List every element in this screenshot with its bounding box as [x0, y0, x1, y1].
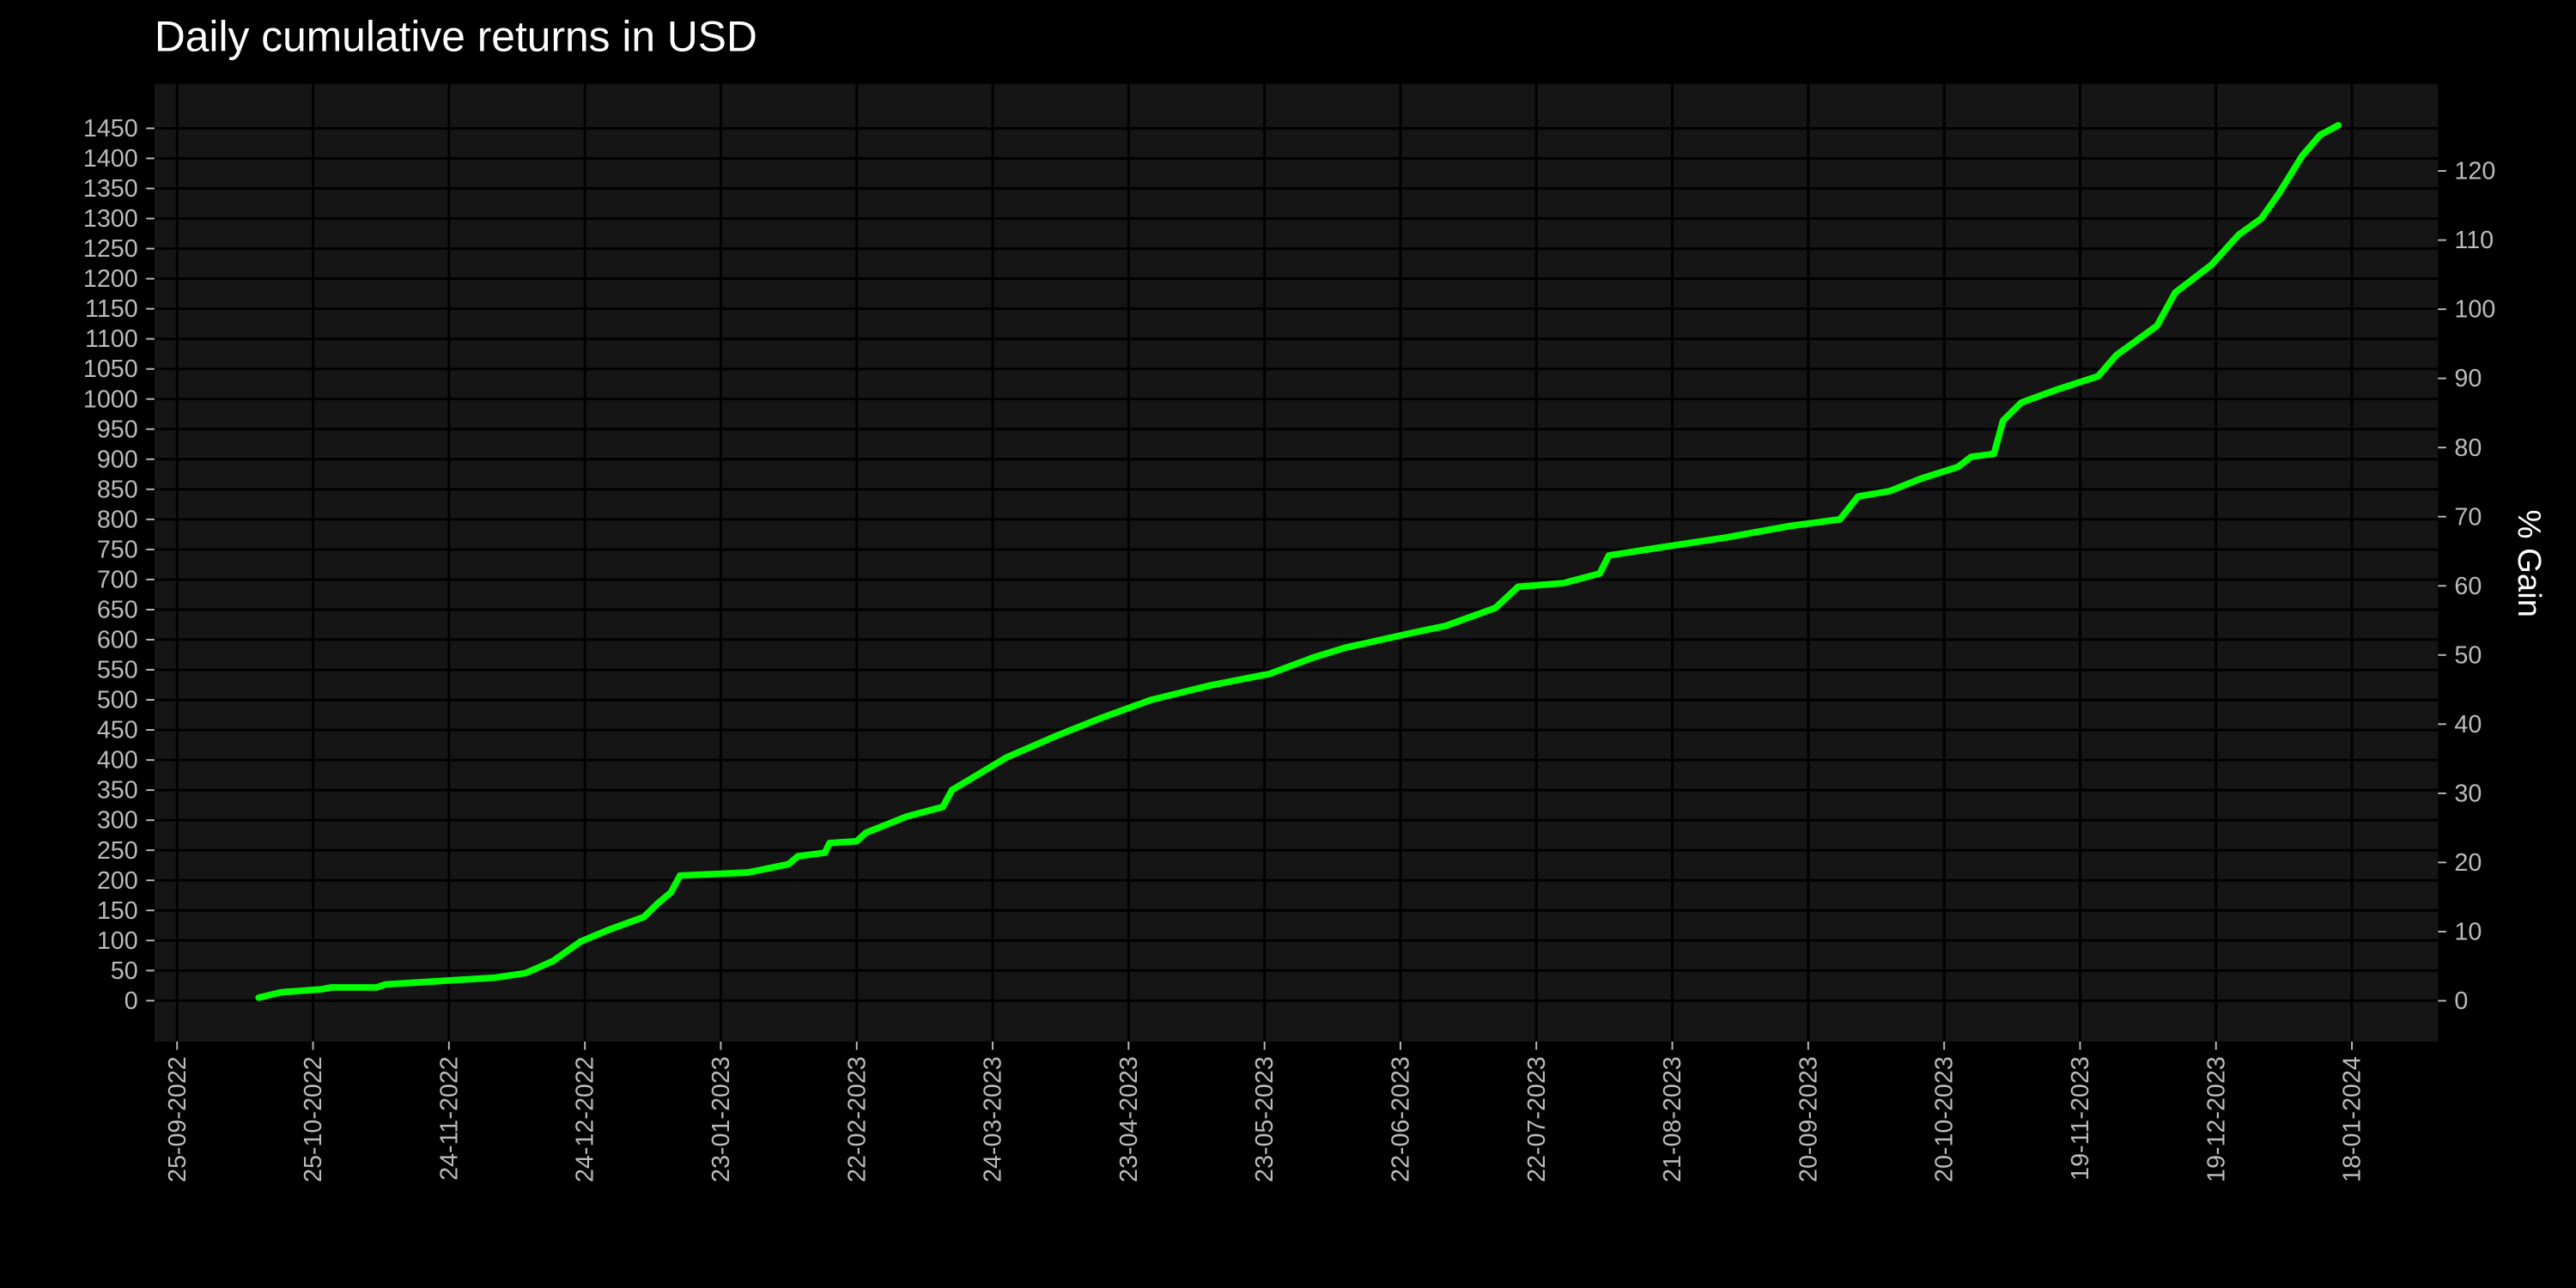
- y-tick-label: 1450: [83, 115, 138, 143]
- y2-tick-label: 90: [2454, 365, 2482, 392]
- y-tick-label: 250: [97, 837, 138, 865]
- x-tick-label: 22-06-2023: [1387, 1056, 1414, 1182]
- x-tick-label: 18-01-2024: [2339, 1056, 2366, 1182]
- x-tick-label: 21-08-2023: [1659, 1056, 1686, 1182]
- y-tick-label: 850: [97, 476, 138, 503]
- x-tick-label: 25-09-2022: [164, 1056, 191, 1182]
- y-tick-label: 1350: [83, 175, 138, 203]
- y-tick-label: 1100: [85, 325, 138, 353]
- y2-tick-label: 10: [2454, 919, 2482, 946]
- y-tick-label: 1300: [83, 205, 138, 233]
- y2-axis-label: % Gain: [2511, 510, 2548, 617]
- y-tick-label: 1400: [83, 145, 138, 173]
- x-tick-label: 23-01-2023: [708, 1056, 735, 1182]
- y-tick-label: 650: [97, 597, 138, 624]
- y-tick-label: 900: [97, 446, 138, 473]
- x-tick-label: 20-10-2023: [1931, 1056, 1959, 1182]
- y-tick-label: 0: [125, 987, 138, 1015]
- y2-tick-label: 120: [2454, 158, 2495, 185]
- x-tick-label: 23-04-2023: [1115, 1056, 1143, 1182]
- x-tick-label: 24-03-2023: [980, 1056, 1007, 1182]
- y-tick-label: 200: [97, 867, 138, 895]
- y2-tick-label: 30: [2454, 780, 2482, 807]
- y-tick-label: 500: [97, 687, 138, 714]
- y2-tick-label: 0: [2454, 987, 2468, 1015]
- y2-tick-label: 110: [2454, 227, 2494, 254]
- y-tick-label: 150: [97, 897, 138, 925]
- x-tick-label: 20-09-2023: [1795, 1056, 1822, 1182]
- y2-tick-label: 60: [2454, 573, 2482, 600]
- y2-tick-label: 50: [2454, 641, 2482, 669]
- x-tick-label: 19-12-2023: [2202, 1056, 2230, 1182]
- x-tick-label: 24-12-2022: [572, 1056, 599, 1182]
- y2-tick-label: 70: [2454, 503, 2482, 531]
- y2-tick-label: 100: [2454, 296, 2495, 324]
- y-tick-label: 950: [97, 416, 138, 443]
- y-tick-label: 400: [97, 747, 138, 775]
- y2-tick-label: 40: [2454, 711, 2482, 738]
- x-tick-label: 19-11-2023: [2067, 1056, 2094, 1181]
- x-tick-label: 24-11-2022: [435, 1056, 463, 1181]
- y-tick-label: 100: [97, 927, 138, 955]
- y-tick-label: 1150: [85, 295, 138, 323]
- y-tick-label: 750: [97, 536, 138, 563]
- y-tick-label: 50: [111, 957, 138, 985]
- y-tick-label: 350: [97, 777, 138, 805]
- y-tick-label: 1000: [83, 386, 138, 413]
- line: [255, 122, 2342, 1001]
- y-tick-label: 800: [97, 506, 138, 533]
- chart-title: Daily cumulative returns in USD: [155, 12, 757, 60]
- x-tick-label: 23-05-2023: [1251, 1056, 1279, 1182]
- y-tick-label: 1200: [83, 265, 138, 293]
- plot-panel: [154, 83, 2439, 1042]
- y-tick-label: 550: [97, 657, 138, 684]
- x-tick-label: 25-10-2022: [300, 1056, 327, 1182]
- y2-tick-label: 20: [2454, 849, 2482, 877]
- y-tick-label: 600: [97, 627, 138, 654]
- y-tick-label: 1050: [83, 355, 138, 383]
- y2-tick-label: 80: [2454, 434, 2482, 462]
- y-tick-label: 700: [97, 566, 138, 593]
- y-tick-label: 450: [97, 717, 138, 744]
- y-tick-label: 1250: [83, 235, 138, 263]
- x-tick-label: 22-02-2023: [843, 1056, 871, 1182]
- x-tick-label: 22-07-2023: [1523, 1056, 1551, 1182]
- y-tick-label: 300: [97, 807, 138, 835]
